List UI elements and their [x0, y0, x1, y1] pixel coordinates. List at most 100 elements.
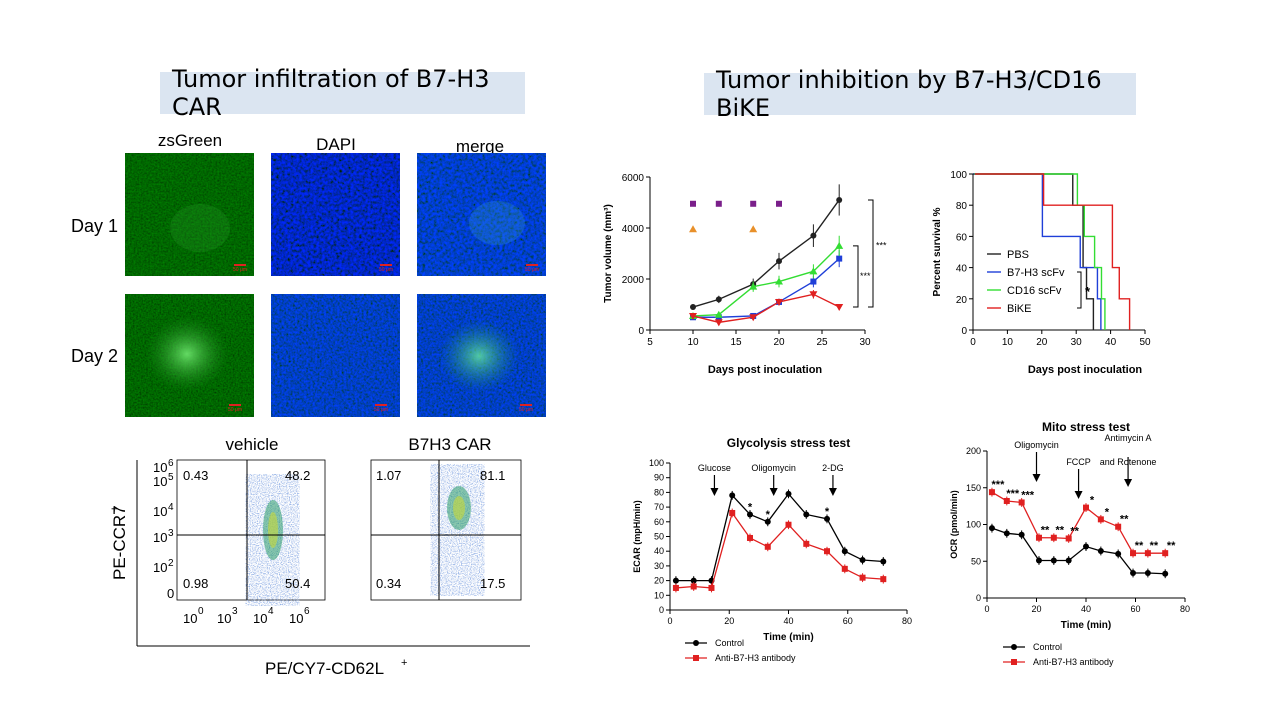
scale-bar [229, 404, 241, 406]
treatment-marker-purple [776, 200, 782, 207]
micro-day2-dapi [271, 294, 400, 417]
data-point [859, 574, 866, 581]
svg-text:+: + [109, 506, 121, 512]
scale-label: 50 μm [233, 267, 247, 273]
quadrant-br: 50.4 [285, 576, 310, 591]
data-point [764, 543, 771, 550]
injection-label: Oligomycin [1014, 440, 1059, 450]
significance-label: *** [1021, 489, 1035, 501]
legend-label: Control [715, 638, 744, 648]
data-point [1130, 550, 1137, 557]
scale-label: 50 μm [379, 267, 393, 273]
scale-bar [234, 264, 246, 266]
series-line-cd16-scfv [692, 245, 840, 317]
data-point [690, 304, 696, 311]
data-point [764, 518, 771, 525]
data-point [689, 312, 697, 320]
y-tick-label: 40 [956, 264, 968, 275]
legend-label: Control [1033, 642, 1062, 652]
data-point [835, 304, 844, 312]
injection-label: FCCP [1066, 457, 1091, 467]
mito-chart: Mito stress test 0 20 40 60 80 0 50 100 150 200 Tim… [949, 420, 1190, 667]
x-axis-label: Time (min) [763, 632, 813, 643]
y-tick-label: 6000 [622, 173, 645, 184]
series-line-bike [692, 293, 840, 324]
x-tick-label: 0 [667, 616, 672, 626]
data-point [810, 278, 817, 285]
tumor-volume-chart: 5 10 15 20 25 30 0 2000 4000 6000 Days post inocul… [603, 173, 887, 376]
data-point [1018, 499, 1025, 506]
x-tick-exp: 0 [198, 606, 204, 617]
data-point [859, 557, 866, 564]
injection-label: Antimycin A [1105, 433, 1152, 443]
significance-label: *** [1006, 488, 1020, 500]
x-tick-label: 0 [984, 604, 989, 614]
y-tick-label: 90 [654, 473, 664, 483]
x-tick-label: 25 [816, 337, 828, 348]
x-tick-label: 20 [1031, 604, 1041, 614]
y-tick-label: 20 [654, 576, 664, 586]
x-tick-label: 5 [647, 337, 653, 348]
scale-bar [375, 404, 387, 406]
scale-bar [526, 264, 538, 266]
survival-line-pbs [973, 173, 1095, 330]
x-tick-label: 20 [1036, 337, 1048, 348]
y-tick-label: 60 [956, 232, 968, 243]
significance-label: * [825, 506, 830, 518]
x-tick-label: 30 [859, 337, 871, 348]
scale-bar [380, 264, 392, 266]
data-point [1050, 534, 1057, 541]
x-axis-label: Days post inoculation [708, 364, 823, 376]
series-line [675, 492, 884, 582]
x-tick-label: 10 [687, 337, 699, 348]
legend-marker [693, 655, 699, 661]
y-tick-label: 0 [638, 326, 644, 337]
data-point [824, 548, 831, 555]
x-tick-label: 10 [1002, 337, 1014, 348]
data-point [809, 267, 818, 275]
x-tick-label: 20 [773, 337, 785, 348]
x-tick-label: 50 [1139, 337, 1151, 348]
x-axis-label: Time (min) [1061, 620, 1111, 631]
y-tick: 0 [167, 586, 174, 601]
treatment-marker-purple [715, 200, 722, 207]
right-section-title: Tumor inhibition by B7-H3/CD16 BiKE [704, 66, 1136, 122]
x-tick-label: 30 [1071, 337, 1083, 348]
significance-label: * [1105, 506, 1110, 518]
y-tick-label: 70 [654, 502, 664, 512]
data-point [803, 511, 810, 518]
chart-title: Glycolysis stress test [727, 436, 850, 450]
y-axis-label: Percent survival % [932, 207, 943, 296]
y-tick-label: 80 [956, 201, 968, 212]
y-tick-label: 0 [961, 326, 967, 337]
significance-bracket [1077, 271, 1082, 309]
y-tick-label: 50 [971, 556, 981, 566]
quadrant-br: 17.5 [480, 576, 505, 591]
injection-label: Glucose [698, 463, 731, 473]
x-tick-label: 80 [902, 616, 912, 626]
data-point [1083, 543, 1089, 550]
flow-panel-label-vehicle: vehicle [226, 435, 279, 454]
y-tick-exp: 2 [168, 558, 174, 569]
data-point [690, 577, 697, 584]
y-tick-exp: 3 [168, 528, 174, 539]
flow-x-axis-sup: + [401, 657, 407, 669]
scale-bar [520, 404, 532, 406]
x-tick-label: 60 [1130, 604, 1140, 614]
micro-day1-zsgreen [125, 153, 254, 276]
injection-arrowhead [710, 488, 719, 496]
row-label-day2: Day 2 [71, 346, 119, 366]
x-tick: 10 [183, 611, 197, 626]
x-tick: 10 [253, 611, 267, 626]
scale-label: 50 μm [525, 267, 539, 273]
data-point [1035, 534, 1042, 541]
x-tick-label: 80 [1180, 604, 1190, 614]
chart-title: Mito stress test [1042, 420, 1130, 434]
survival-line-cd16-scfv [974, 173, 1106, 330]
data-point [1065, 557, 1072, 564]
x-tick-exp: 6 [304, 606, 310, 617]
scale-label: 50 μm [519, 407, 533, 413]
y-tick-label: 60 [654, 517, 664, 527]
data-point [714, 319, 723, 327]
col-label-dapi: DAPI [316, 135, 356, 154]
